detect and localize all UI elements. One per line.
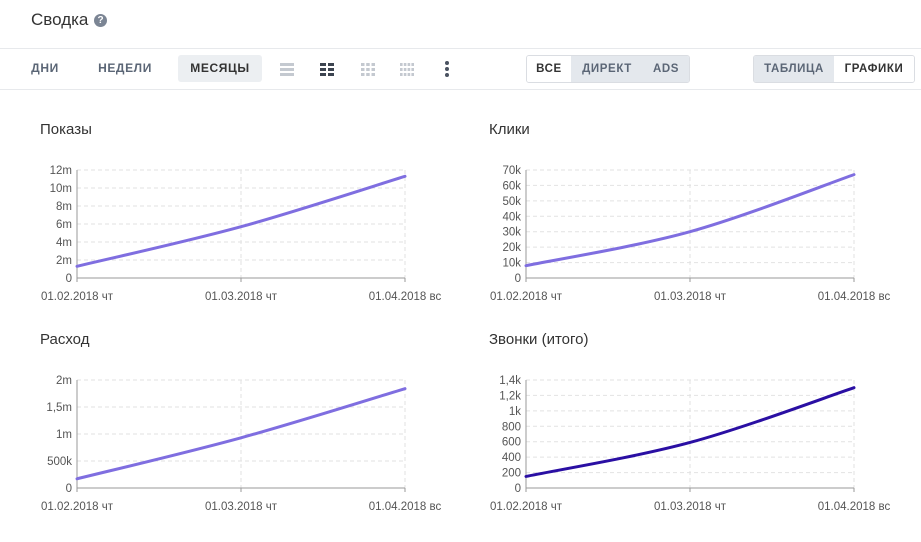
clicks-chart: 0 10k 20k 30k 40k 50k 60k 70k 01.02.2018 чт 01.03… xyxy=(490,165,891,303)
four-column-view-icon[interactable] xyxy=(400,62,414,76)
y-tick-label: 800 xyxy=(502,421,521,433)
filter-ads-button[interactable]: ADS xyxy=(643,56,689,82)
toolbar: ДНИ НЕДЕЛИ МЕСЯЦЫ ВСЕ ДИРЕКТ ADS ТАБЛИЦА… xyxy=(0,48,921,90)
series-line xyxy=(524,386,856,478)
x-tick-label: 01.03.2018 чт xyxy=(654,291,727,303)
y-tick-label: 2m xyxy=(56,375,72,387)
y-tick-label: 30k xyxy=(502,227,521,239)
chart-title-calls: Звонки (итого) xyxy=(489,331,589,348)
calls-chart: 0 200 400 600 800 1k 1,2k 1,4k 01.02.2018 чт 01.0… xyxy=(490,375,891,513)
three-column-view-icon[interactable] xyxy=(361,62,375,76)
y-tick-label: 0 xyxy=(515,483,521,495)
y-tick-label: 1,4k xyxy=(499,375,521,387)
series-line xyxy=(75,174,407,268)
series-line xyxy=(75,387,407,481)
x-tick-label: 01.04.2018 вс xyxy=(369,291,442,303)
filter-direct-button[interactable]: ДИРЕКТ xyxy=(571,56,643,82)
x-tick-label: 01.04.2018 вс xyxy=(369,501,442,513)
list-view-icon[interactable] xyxy=(280,62,294,76)
y-tick-label: 1,2k xyxy=(499,390,521,402)
period-months-tab[interactable]: МЕСЯЦЫ xyxy=(178,55,262,82)
y-tick-label: 12m xyxy=(50,165,72,177)
summary-header: Сводка ? xyxy=(0,0,921,49)
page-title: Сводка xyxy=(31,10,89,29)
period-days-tab[interactable]: ДНИ xyxy=(31,61,59,75)
y-tick-label: 60k xyxy=(502,180,521,192)
y-tick-label: 600 xyxy=(502,437,521,449)
chart-title-clicks: Клики xyxy=(489,121,530,138)
y-tick-label: 40k xyxy=(502,211,521,223)
y-tick-label: 1,5m xyxy=(46,402,72,414)
y-tick-label: 0 xyxy=(66,483,72,495)
impressions-chart: 0 2m 4m 6m 8m 10m 12m 01.02.2018 чт 01.03.2018 ч… xyxy=(41,165,442,303)
y-tick-label: 500k xyxy=(47,456,72,468)
more-options-icon[interactable] xyxy=(444,60,450,78)
x-tick-label: 01.02.2018 чт xyxy=(490,501,563,513)
y-tick-label: 1k xyxy=(509,406,521,418)
y-tick-label: 6m xyxy=(56,219,72,231)
view-toggle: ТАБЛИЦА ГРАФИКИ xyxy=(753,55,915,83)
source-filter: ВСЕ ДИРЕКТ ADS xyxy=(526,55,690,83)
y-tick-label: 20k xyxy=(502,242,521,254)
chart-title-impressions: Показы xyxy=(40,121,92,138)
y-tick-label: 4m xyxy=(56,237,72,249)
x-tick-label: 01.03.2018 чт xyxy=(654,501,727,513)
y-tick-label: 8m xyxy=(56,201,72,213)
series-line xyxy=(524,173,856,268)
help-icon[interactable]: ? xyxy=(94,14,107,27)
y-tick-label: 2m xyxy=(56,255,72,267)
filter-all-button[interactable]: ВСЕ xyxy=(527,56,571,82)
table-view-button[interactable]: ТАБЛИЦА xyxy=(754,56,834,82)
chart-title-spend: Расход xyxy=(40,331,90,348)
y-tick-label: 400 xyxy=(502,452,521,464)
x-tick-label: 01.02.2018 чт xyxy=(490,291,563,303)
x-tick-label: 01.04.2018 вс xyxy=(818,501,891,513)
x-tick-label: 01.03.2018 чт xyxy=(205,501,278,513)
two-column-view-icon[interactable] xyxy=(320,62,334,76)
period-weeks-tab[interactable]: НЕДЕЛИ xyxy=(98,61,152,75)
y-tick-label: 10m xyxy=(50,183,72,195)
y-tick-label: 0 xyxy=(66,273,72,285)
x-tick-label: 01.02.2018 чт xyxy=(41,291,114,303)
charts-view-button[interactable]: ГРАФИКИ xyxy=(834,56,914,82)
y-tick-label: 50k xyxy=(502,196,521,208)
x-tick-label: 01.02.2018 чт xyxy=(41,501,114,513)
y-tick-label: 200 xyxy=(502,468,521,480)
x-tick-label: 01.03.2018 чт xyxy=(205,291,278,303)
y-tick-label: 10k xyxy=(502,258,521,270)
y-tick-label: 70k xyxy=(502,165,521,177)
y-tick-label: 1m xyxy=(56,429,72,441)
x-tick-label: 01.04.2018 вс xyxy=(818,291,891,303)
spend-chart: 0 500k 1m 1,5m 2m 01.02.2018 чт 01.03.2018 чт 0… xyxy=(41,375,442,513)
y-tick-label: 0 xyxy=(515,273,521,285)
